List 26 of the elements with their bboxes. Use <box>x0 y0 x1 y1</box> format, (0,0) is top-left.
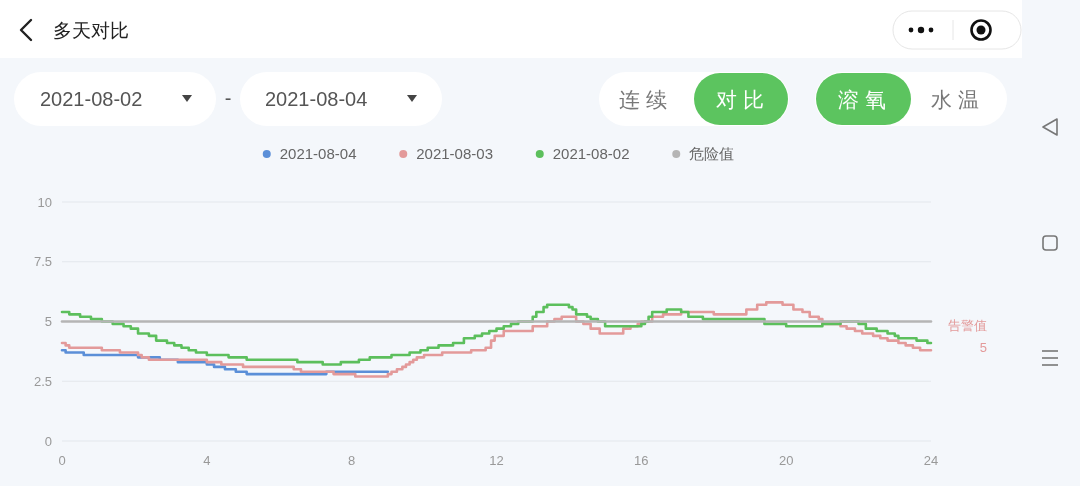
y-tick-label: 5 <box>44 314 52 329</box>
x-tick-label: 20 <box>778 453 794 468</box>
text: 2021-08-02 <box>40 88 143 110</box>
legend-label: 2021-08-03 <box>416 145 493 162</box>
annotation: 告警值 <box>948 317 987 333</box>
text: - <box>224 87 232 109</box>
y-tick-label: 7.5 <box>33 254 52 270</box>
text: 溶 氧 <box>838 88 886 111</box>
text: 连 续 <box>619 88 667 111</box>
legend-label: 2021-08-02 <box>552 145 630 162</box>
y-tick-label: 10 <box>37 194 52 210</box>
x-tick-label: 8 <box>348 453 356 468</box>
x-tick-label: 0 <box>58 453 66 468</box>
x-tick-label: 12 <box>489 453 504 468</box>
y-tick-label: 2.5 <box>33 373 52 389</box>
text: 水 温 <box>931 88 979 111</box>
legend-label: 2021-08-04 <box>279 145 357 162</box>
x-tick-label: 16 <box>634 453 649 468</box>
chart-title: 多天对比 <box>53 20 129 41</box>
text: 5 <box>979 339 987 355</box>
x-tick-label: 24 <box>923 453 939 468</box>
x-tick-label: 4 <box>203 453 211 468</box>
text: 对 比 <box>716 88 764 111</box>
y-tick-label: 0 <box>44 433 52 449</box>
text: 2021-08-04 <box>265 88 368 110</box>
legend-label: 危险值 <box>689 145 735 162</box>
